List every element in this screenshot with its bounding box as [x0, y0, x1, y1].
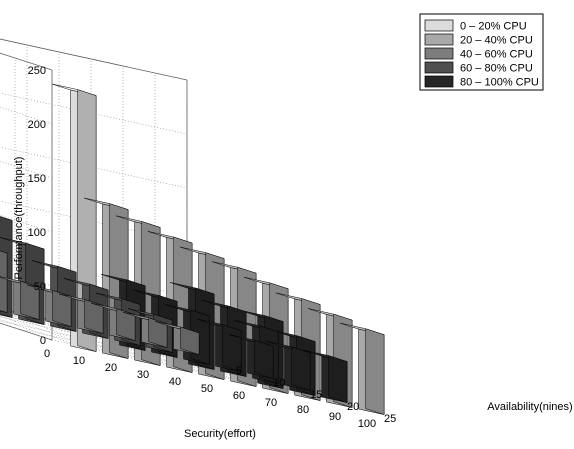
bar-3d	[122, 311, 168, 348]
bar-3d	[154, 321, 200, 355]
z-tick-label: 100	[28, 227, 46, 239]
grid-line	[0, 320, 299, 387]
x-axis-title: Security(effort)	[184, 428, 256, 440]
z-tick-label: 0	[40, 335, 46, 347]
x-tick-label: 70	[265, 397, 277, 409]
bar-side-face	[180, 326, 200, 355]
z-tick-label: 150	[28, 173, 46, 185]
bar-3d	[90, 302, 136, 341]
x-tick-label: 80	[297, 404, 309, 416]
legend-label: 20 – 40% CPU	[460, 35, 533, 47]
z-axis-title: Performance(throughput)	[13, 157, 25, 280]
legend: 0 – 20% CPU 20 – 40% CPU 40 – 60% CPU 60 – …	[419, 13, 544, 91]
z-tick-label: 250	[28, 65, 46, 77]
box-edge	[0, 38, 188, 81]
y-tick-label: 25	[384, 413, 396, 425]
bar-side-face	[84, 299, 104, 334]
bar-side-face	[254, 339, 274, 379]
y-tick-label: 20	[347, 401, 359, 413]
legend-swatch	[424, 75, 454, 88]
bar-side-face	[148, 317, 168, 348]
x-tick-label: 0	[44, 348, 50, 360]
bar-side-face	[328, 355, 348, 403]
legend-label: 60 – 80% CPU	[460, 63, 533, 75]
bar-3d	[0, 250, 8, 313]
bar-3d	[58, 293, 104, 334]
x-tick-label: 100	[358, 418, 376, 430]
bar-side-face	[365, 328, 385, 415]
bar-side-face	[20, 280, 40, 320]
x-tick-label: 10	[73, 355, 85, 367]
bar-side-face	[116, 308, 136, 341]
grid-line	[14, 327, 336, 399]
y-tick-label: 15	[310, 389, 322, 401]
box-edge	[0, 322, 53, 341]
y-tick-label: 10	[273, 377, 285, 389]
box-edge	[0, 52, 53, 71]
bar-side-face	[52, 290, 72, 327]
tick-layer: 0 50 100 150 200 250 0 10 20 30 40 50 60 70 80 90 100 5 10…	[28, 65, 397, 430]
x-tick-label: 20	[105, 362, 117, 374]
bar-3d	[302, 349, 348, 403]
bar-3d	[228, 334, 274, 379]
legend-swatch	[424, 61, 454, 74]
legend-label: 40 – 60% CPU	[460, 49, 533, 61]
bar-3d	[265, 340, 311, 391]
bar-side-face	[0, 250, 8, 313]
legend-swatch	[424, 19, 454, 32]
y-axis-title: Availability(nines)	[487, 401, 572, 413]
bar-3d	[26, 284, 72, 327]
bar-3d	[0, 276, 40, 320]
bar-side-face	[291, 346, 311, 391]
x-tick-label: 40	[169, 376, 181, 388]
z-tick-label: 50	[34, 281, 46, 293]
grid-line	[0, 52, 53, 71]
z-tick-label: 200	[28, 119, 46, 131]
legend-swatch	[424, 33, 454, 46]
y-tick-label: 5	[236, 365, 242, 377]
legend-label: 80 – 100% CPU	[460, 77, 539, 89]
legend-swatch	[424, 47, 454, 60]
legend-label: 0 – 20% CPU	[460, 21, 527, 33]
bar-3d	[339, 322, 385, 415]
x-tick-label: 30	[137, 369, 149, 381]
bar-3d	[196, 318, 242, 372]
x-tick-label: 50	[201, 383, 213, 395]
x-tick-label: 60	[233, 390, 245, 402]
x-tick-label: 90	[329, 411, 341, 423]
bar-layer	[0, 83, 385, 415]
